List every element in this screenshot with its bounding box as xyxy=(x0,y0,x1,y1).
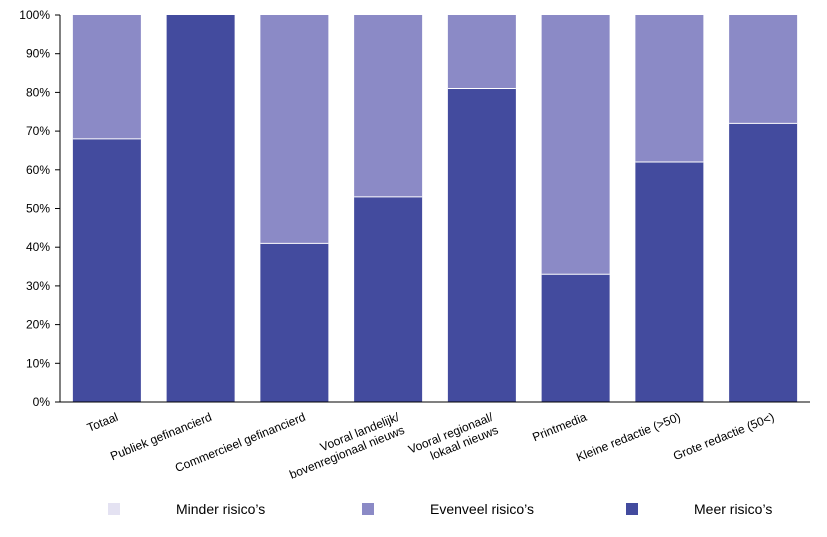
legend-item-evenveel-risico-s: Evenveel risico’s xyxy=(362,501,534,517)
bar-group-vooral-regionaal-lokaal-nieuws xyxy=(447,15,516,402)
bar-evenveel-risico-s-kleine-redactie-50 xyxy=(635,15,704,163)
legend-label: Meer risico’s xyxy=(694,501,772,517)
bar-group-totaal xyxy=(72,15,141,402)
x-category-label: Kleine redactie (>50) xyxy=(574,410,682,465)
y-tick-label: 70% xyxy=(26,124,50,138)
y-tick-label: 80% xyxy=(26,85,50,99)
bar-evenveel-risico-s-vooral-landelijk-bovenregionaal-nieuws xyxy=(354,15,423,197)
x-category-label: Printmedia xyxy=(530,410,589,445)
bar-meer-risico-s-publiek-gefinancierd xyxy=(166,15,235,402)
bar-meer-risico-s-vooral-regionaal-lokaal-nieuws xyxy=(447,88,516,402)
y-tick-label: 60% xyxy=(26,163,50,177)
y-tick-label: 0% xyxy=(33,395,51,409)
legend-item-meer-risico-s: Meer risico’s xyxy=(626,501,772,517)
bar-group-publiek-gefinancierd xyxy=(166,15,235,402)
legend-swatch xyxy=(626,503,638,515)
bar-evenveel-risico-s-vooral-regionaal-lokaal-nieuws xyxy=(447,15,516,89)
bar-meer-risico-s-grote-redactie-50 xyxy=(729,123,798,403)
bar-meer-risico-s-kleine-redactie-50 xyxy=(635,162,704,402)
bar-group-vooral-landelijk-bovenregionaal-nieuws xyxy=(354,15,423,402)
bars xyxy=(72,15,798,403)
legend-swatch xyxy=(108,503,120,515)
y-tick-label: 100% xyxy=(19,8,50,22)
bar-meer-risico-s-printmedia xyxy=(541,274,610,402)
y-tick-label: 10% xyxy=(26,356,50,370)
bar-evenveel-risico-s-totaal xyxy=(72,15,141,139)
y-tick-label: 40% xyxy=(26,240,50,254)
legend-label: Evenveel risico’s xyxy=(430,501,534,517)
legend-item-minder-risico-s: Minder risico’s xyxy=(108,501,265,517)
bar-evenveel-risico-s-grote-redactie-50 xyxy=(729,15,798,124)
y-tick-label: 90% xyxy=(26,47,50,61)
y-tick-label: 50% xyxy=(26,202,50,216)
bar-meer-risico-s-commercieel-gefinancierd xyxy=(260,243,329,402)
legend-label: Minder risico’s xyxy=(176,501,265,517)
bar-evenveel-risico-s-printmedia xyxy=(541,15,610,275)
y-axis: 0% 10% 20% 30% 40% 50% 60% 70% 80% 90% 100% xyxy=(19,8,61,409)
x-category-label: Totaal xyxy=(85,410,120,435)
bar-evenveel-risico-s-commercieel-gefinancierd xyxy=(260,15,329,244)
x-category-label: Vooral regionaal/lokaal nieuws xyxy=(406,410,501,470)
legend-swatch xyxy=(362,503,374,515)
bar-group-grote-redactie-50 xyxy=(729,15,798,403)
bar-group-commercieel-gefinancierd xyxy=(260,15,329,402)
y-tick-label: 30% xyxy=(26,279,50,293)
bar-meer-risico-s-totaal xyxy=(72,138,141,402)
y-tick-label: 20% xyxy=(26,318,50,332)
bar-meer-risico-s-vooral-landelijk-bovenregionaal-nieuws xyxy=(354,196,423,402)
x-category-label: Grote redactie (50<) xyxy=(671,410,776,463)
legend: Minder risico’s Evenveel risico’s Meer ris… xyxy=(108,501,772,517)
bar-group-printmedia xyxy=(541,15,610,402)
bar-group-kleine-redactie-50 xyxy=(635,15,704,402)
